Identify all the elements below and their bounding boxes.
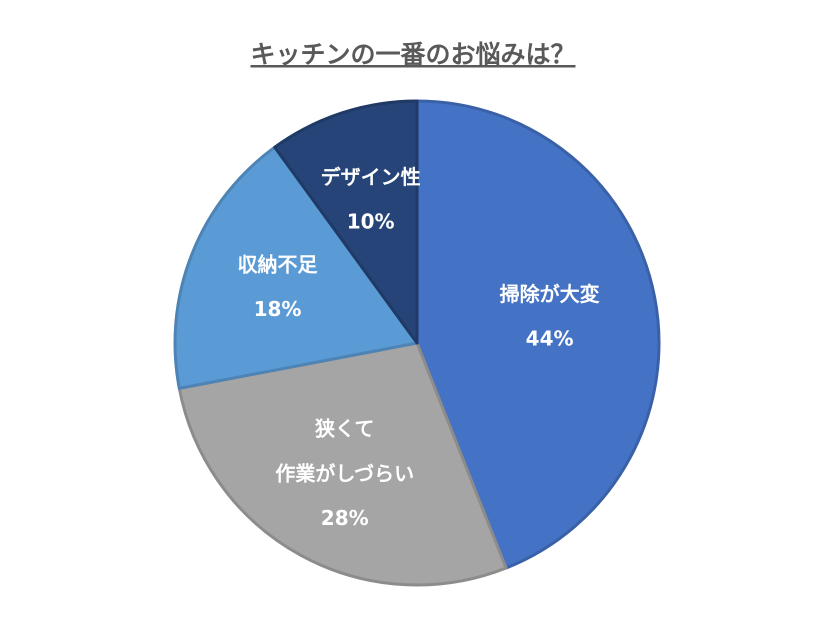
value-label: 18%: [254, 297, 302, 321]
value-label: 44%: [526, 327, 574, 351]
value-label: 28%: [321, 506, 369, 530]
category-label: 掃除が大変: [500, 282, 600, 306]
pie-slice: [415, 99, 661, 570]
value-label: 10%: [347, 209, 395, 233]
category-label: 狭くて作業がしづらい: [275, 416, 414, 485]
pie-slice: [173, 145, 419, 390]
chart-title: キッチンの一番のお悩みは？: [250, 40, 575, 69]
category-label: デザイン性: [321, 164, 421, 188]
category-label: 収納不足: [238, 252, 319, 276]
pie-slice: [273, 99, 419, 345]
pie-slice: [177, 341, 508, 587]
